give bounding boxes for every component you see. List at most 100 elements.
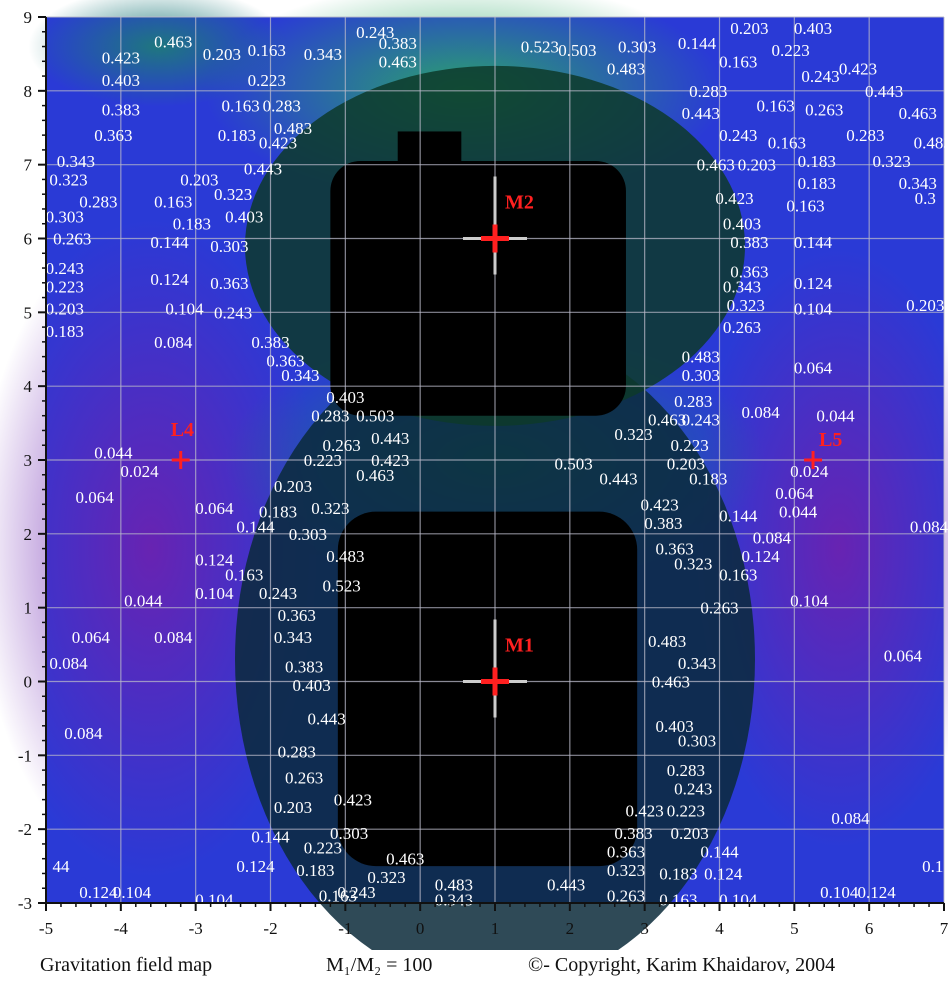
point-m1: M1	[463, 619, 534, 718]
contour-label: 0.144	[236, 517, 275, 536]
contour-label: 0.323	[607, 861, 645, 880]
contour-label: 0.163	[225, 565, 263, 584]
grid-lines	[45, 16, 945, 904]
contour-label: 0.104	[719, 890, 758, 909]
contour-label: 0.183	[689, 469, 727, 488]
figure-caption: Gravitation field map	[40, 954, 213, 976]
contour-label: 0.443	[371, 429, 409, 448]
point-l4: L4	[171, 419, 194, 469]
contour-label: 0.443	[865, 82, 903, 101]
contour-label: 0.363	[210, 274, 248, 293]
contour-label: 0.163	[719, 52, 757, 71]
contour-label: 0.323	[49, 170, 87, 189]
contour-label: 0.443	[244, 159, 282, 178]
contour-label: 0.423	[259, 134, 297, 153]
contour-label: 0.263	[285, 768, 323, 787]
contour-label: 0.303	[289, 525, 327, 544]
contour-label: 0.104	[195, 584, 234, 603]
contour-label: 0.084	[49, 654, 88, 673]
contour-labels: 0.4630.4230.4030.3830.3630.3430.3230.283…	[46, 19, 948, 909]
teal-region-corner	[28, 0, 289, 107]
contour-label: 0.243	[801, 67, 839, 86]
contour-label: 0.463	[356, 466, 394, 485]
x-tick-label: -4	[114, 919, 129, 938]
contour-label: 0.423	[715, 189, 753, 208]
contour-label: 0.383	[285, 658, 323, 677]
contour-label: 0.163	[221, 97, 259, 116]
contour-label: 0.303	[46, 207, 84, 226]
contour-label: 0.503	[558, 41, 596, 60]
y-tick-label: 8	[24, 82, 33, 101]
contour-label: 0.223	[304, 451, 342, 470]
contour-label: 0.483	[326, 547, 364, 566]
y-tick-label: -1	[18, 746, 32, 765]
point-m2: M2	[463, 176, 534, 275]
contour-label: 0.243	[356, 23, 394, 42]
contour-label: 0.144	[678, 34, 717, 53]
point-label: M2	[505, 192, 534, 214]
contour-label: 0.403	[794, 19, 832, 38]
contour-label: 0.084	[753, 529, 792, 548]
contour-label: 0.283	[689, 82, 727, 101]
contour-label: 0.403	[102, 71, 140, 90]
contour-label: 0.203	[274, 477, 312, 496]
contour-label: 0.443	[599, 469, 637, 488]
contour-label: 0.283	[278, 743, 316, 762]
contour-label: 0.263	[53, 230, 91, 249]
contour-label: 0.403	[655, 717, 693, 736]
contour-label: 0.403	[723, 215, 761, 234]
contour-label: 0.044	[816, 407, 855, 426]
contour-label: 0.383	[379, 34, 417, 53]
contour-label: 0.523	[322, 577, 360, 596]
contour-label: 0.483	[435, 876, 473, 895]
contour-label: 0.183	[259, 503, 297, 522]
contour-label: 0.064	[195, 499, 234, 518]
contour-label: 0.163	[319, 887, 357, 906]
contour-label: 0.423	[102, 49, 140, 68]
contour-label: 0.243	[259, 584, 297, 603]
contour-label: 0.223	[248, 71, 286, 90]
contour-label: 0.343	[304, 45, 342, 64]
contour-label: 0.263	[700, 599, 738, 618]
contour-label: 0.163	[248, 41, 286, 60]
mass-points: M2 M1 L4 L5	[171, 176, 842, 718]
contour-label: 0.064	[775, 484, 814, 503]
contour-label: 0.124	[794, 274, 833, 293]
contour-label: 0.124	[858, 883, 897, 902]
x-tick-label: 7	[940, 919, 948, 938]
contour-label: 0.323	[872, 152, 910, 171]
contour-label: 0.263	[322, 436, 360, 455]
contour-label: 0.303	[330, 824, 368, 843]
mass-ratio-label: M₁/M₂ = 100	[326, 954, 433, 976]
contour-label: 0.183	[218, 126, 256, 145]
point-l5: L5	[804, 429, 842, 469]
contour-label: 0.463	[386, 850, 424, 869]
contour-label: 0.183	[659, 864, 697, 883]
contour-label: 0.163	[154, 193, 192, 212]
contour-label: 0.463	[379, 52, 417, 71]
contour-label: 0.283	[79, 193, 117, 212]
contour-label: 0.243	[674, 780, 712, 799]
contour-label: 0.144	[251, 828, 290, 847]
contour-label: 0.044	[779, 503, 818, 522]
contour-label: 0.1	[922, 857, 943, 876]
contour-label: 0.223	[304, 839, 342, 858]
point-label: M1	[505, 635, 534, 657]
contour-label: 0.104	[820, 883, 859, 902]
contour-label: 0.243	[719, 126, 757, 145]
x-tick-label: 4	[715, 919, 724, 938]
contour-label: 0.423	[839, 60, 877, 79]
contour-label: 0.163	[757, 97, 795, 116]
contour-label: 0.243	[682, 410, 720, 429]
contour-label: 0.124	[704, 864, 743, 883]
contour-label: 0.104	[165, 300, 204, 319]
contour-label: 0.423	[371, 451, 409, 470]
contour-label: 0.323	[367, 868, 405, 887]
contour-label: 0.323	[727, 296, 765, 315]
contour-label: 0.363	[278, 606, 316, 625]
x-tick-label: 3	[640, 919, 649, 938]
contour-label: 0.084	[742, 403, 781, 422]
contour-label: 0.203	[738, 156, 776, 175]
contour-label: 0.044	[124, 591, 163, 610]
contour-label: 0.303	[678, 732, 716, 751]
